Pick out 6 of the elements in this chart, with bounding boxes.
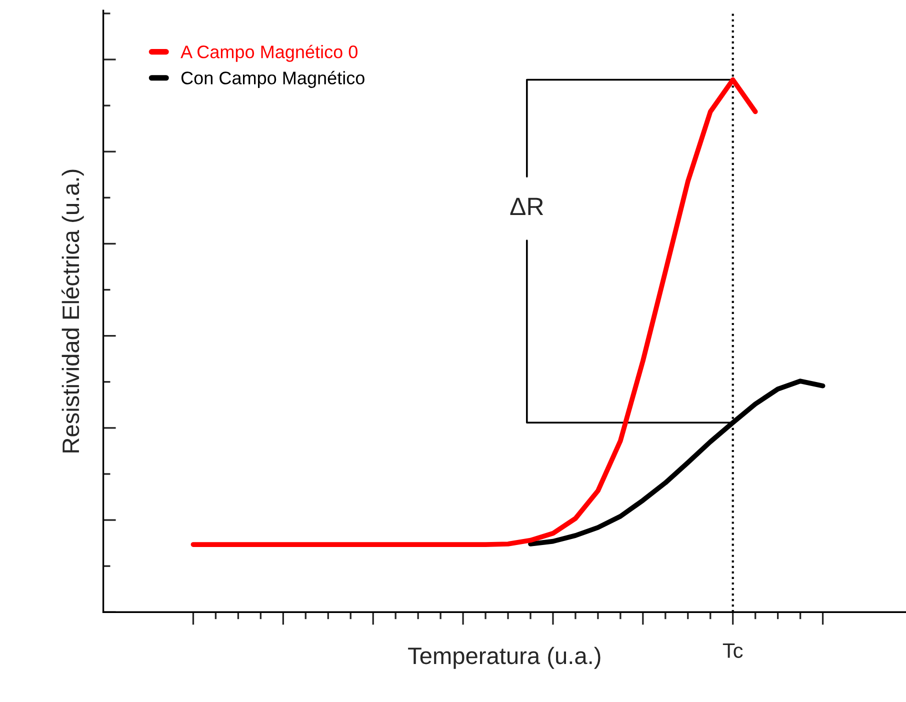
legend-label: A Campo Magnético 0 (180, 44, 358, 62)
legend-label: Con Campo Magnético (181, 70, 364, 88)
y-axis-title: Resistividad Eléctrica (u.a.) (62, 170, 84, 452)
annotation: ΔR (510, 198, 544, 216)
text: Tc (722, 643, 743, 658)
x-axis-title: Temperatura (u.a.) (408, 646, 600, 669)
